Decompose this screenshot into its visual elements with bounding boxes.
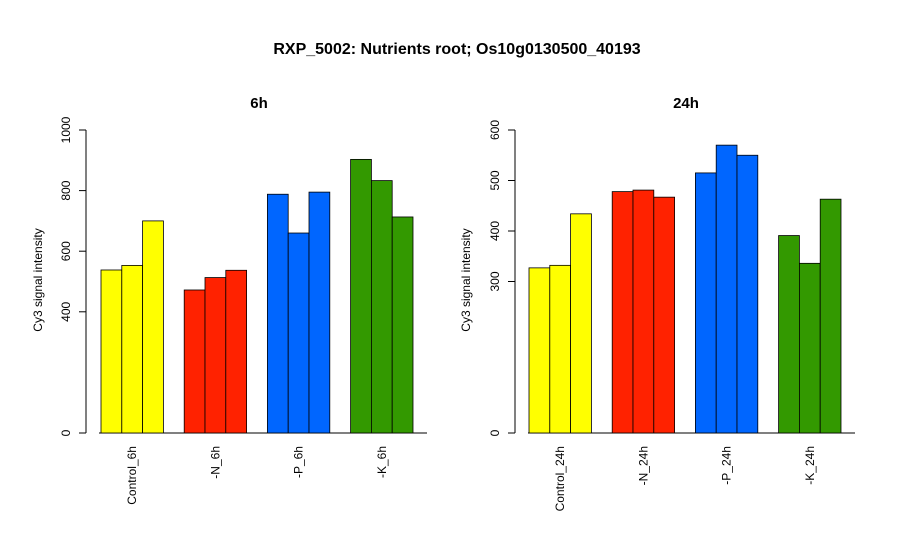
- panel-6h-bar: [183, 289, 206, 434]
- panel-6h-y-tick-label: 800: [59, 180, 73, 200]
- panel-24h-bar: [632, 189, 655, 434]
- panel-24h-title: 24h: [673, 95, 699, 112]
- panel-6h-bar: [121, 265, 144, 434]
- panel-6h-title: 6h: [250, 95, 268, 112]
- panel-6h-y-axis-label: Cy3 signal intensity: [31, 228, 45, 331]
- panel-6h-bar: [350, 158, 372, 434]
- panel-6h-bar: [142, 220, 164, 434]
- panel-24h-x-tick-label: -N_24h: [636, 446, 650, 485]
- panel-24h-x-tick-label: -K_24h: [803, 446, 817, 485]
- panel-24h-bar: [549, 264, 571, 434]
- panel-6h-x-tick-label: -K_6h: [375, 446, 389, 478]
- panel-6h-bar: [225, 269, 248, 434]
- panel-6h-x-tick-label: -P_6h: [292, 446, 306, 478]
- panel-24h-y-tick-label: 400: [488, 221, 502, 241]
- panel-24h-bar: [653, 196, 675, 434]
- panel-6h-x-tick-label: Control_6h: [125, 446, 139, 505]
- panel-6h-y-tick-label: 600: [59, 241, 73, 261]
- panel-6h-bar: [308, 191, 331, 434]
- panel-24h-y-tick-label: 600: [488, 120, 502, 140]
- panel-6h-y-tick-label: 1000: [59, 116, 73, 143]
- panel-24h-bar: [799, 262, 821, 434]
- panel-24h-bar: [778, 235, 800, 434]
- panel-24h-bar: [695, 172, 717, 434]
- panel-24h-x-tick-label: -P_24h: [720, 446, 734, 485]
- panel-24h-y-axis-label: Cy3 signal intensity: [459, 228, 473, 331]
- panel-6h-bar: [370, 180, 393, 434]
- panel-24h-y-tick-label: 300: [488, 271, 502, 291]
- panel-24h-bar: [715, 144, 738, 434]
- figure-title: RXP_5002: Nutrients root; Os10g0130500_4…: [273, 41, 640, 58]
- panel-6h-bar: [391, 216, 414, 434]
- panel-24h-x-tick-label: Control_24h: [553, 446, 567, 511]
- panel-6h-y-tick-label: 400: [59, 301, 73, 321]
- panel-6h-bar: [204, 277, 227, 434]
- panel-24h-bar: [736, 154, 759, 434]
- panel-24h-bar: [570, 213, 592, 434]
- panel-24h-y-tick-label: 500: [488, 170, 502, 190]
- panel-24h-bar: [611, 191, 634, 434]
- panel-24h-bar: [528, 267, 551, 434]
- panel-6h-y-tick-label: 0: [59, 429, 73, 436]
- panel-6h-bar: [266, 193, 289, 434]
- panel-24h-y-tick-label: 0: [488, 429, 502, 436]
- panel-6h-x-tick-label: -N_6h: [208, 446, 222, 479]
- panel-6h-bar: [100, 269, 123, 434]
- panel-24h-bar: [819, 198, 842, 434]
- panel-6h-bar: [287, 232, 310, 434]
